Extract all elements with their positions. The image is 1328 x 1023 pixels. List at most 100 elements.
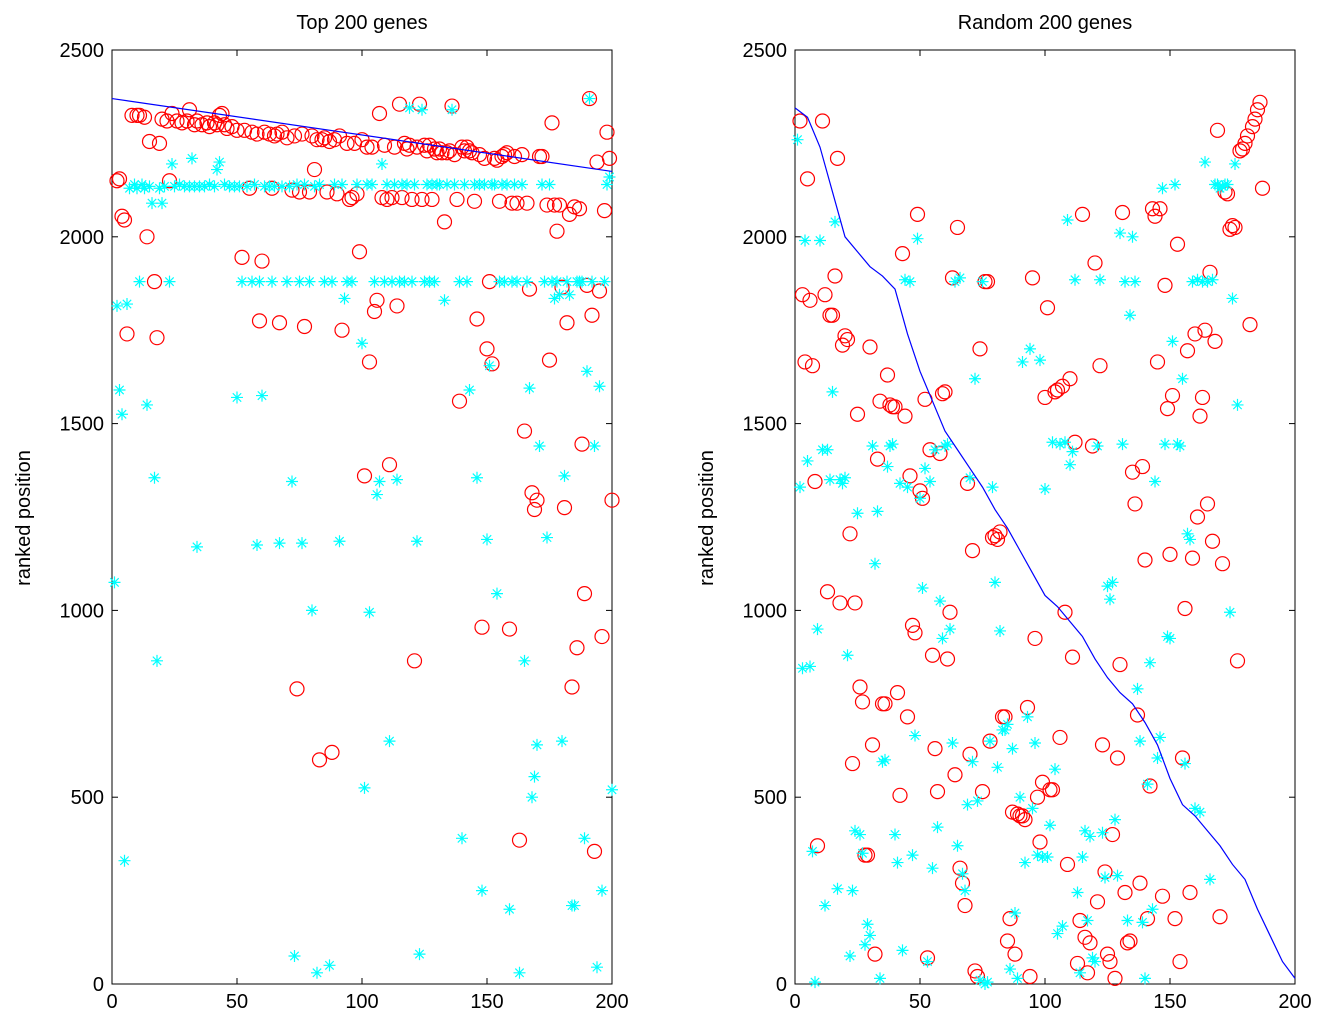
- data-point-asterisk: [1164, 632, 1176, 645]
- data-point-circle: [526, 501, 543, 518]
- data-point-asterisk: [378, 275, 391, 288]
- data-point-circle: [224, 118, 240, 135]
- data-point-circle: [1007, 946, 1023, 962]
- data-point-asterisk: [854, 828, 866, 841]
- data-point-circle: [817, 287, 833, 303]
- data-point-circle: [136, 109, 153, 125]
- data-point-circle: [894, 246, 911, 262]
- data-point-asterisk: [1096, 826, 1109, 839]
- data-point-circle: [1047, 384, 1063, 400]
- data-point-circle: [1027, 630, 1043, 647]
- data-point-asterisk: [1109, 813, 1121, 826]
- data-point-asterisk: [513, 966, 526, 979]
- data-point-circle: [386, 139, 403, 155]
- data-point-circle: [146, 274, 163, 290]
- data-point-asterisk: [866, 440, 879, 453]
- data-point-asterisk: [1221, 178, 1234, 191]
- data-point-asterisk: [471, 471, 483, 484]
- data-point-asterisk: [1066, 445, 1079, 458]
- data-point-asterisk: [961, 798, 974, 811]
- data-point-asterisk: [814, 234, 826, 247]
- data-point-circle: [109, 173, 125, 189]
- data-point-circle: [947, 767, 963, 783]
- data-point-circle: [992, 524, 1008, 540]
- data-point-circle: [486, 150, 503, 166]
- data-point-circle: [159, 113, 175, 129]
- data-point-circle: [1037, 389, 1053, 406]
- data-point-asterisk: [926, 862, 939, 875]
- data-point-asterisk: [296, 537, 308, 550]
- data-point-circle: [114, 208, 130, 224]
- data-point-asterisk: [138, 182, 151, 195]
- data-point-circle: [201, 118, 218, 135]
- data-point-circle: [904, 617, 921, 633]
- data-point-asterisk: [461, 275, 473, 288]
- x-tick-label: 200: [595, 991, 628, 1013]
- data-point-circle: [1199, 496, 1216, 512]
- data-point-asterisk: [521, 275, 533, 288]
- data-point-circle: [1204, 533, 1221, 549]
- data-point-asterisk: [371, 488, 383, 501]
- data-point-circle: [436, 214, 453, 230]
- data-point-circle: [819, 584, 836, 600]
- data-point-circle: [1002, 911, 1018, 927]
- data-point-asterisk: [593, 380, 606, 393]
- x-tick-label: 50: [226, 991, 248, 1013]
- data-point-asterisk: [914, 492, 926, 505]
- data-point-circle: [401, 137, 418, 153]
- data-point-asterisk: [286, 475, 298, 488]
- data-point-circle: [829, 150, 846, 166]
- data-point-circle: [1167, 911, 1183, 927]
- data-point-circle: [1147, 208, 1163, 224]
- data-point-asterisk: [448, 178, 461, 191]
- data-point-circle: [596, 203, 613, 219]
- data-point-asterisk: [488, 178, 501, 191]
- data-point-circle: [1229, 653, 1246, 669]
- plot-area: [111, 49, 613, 985]
- data-point-circle: [251, 313, 268, 329]
- data-point-circle: [286, 128, 303, 144]
- data-point-asterisk: [1016, 355, 1029, 368]
- data-point-asterisk: [111, 299, 123, 312]
- data-point-circle: [509, 195, 525, 211]
- data-point-circle: [1164, 387, 1181, 404]
- data-point-circle: [1087, 255, 1103, 271]
- data-point-circle: [339, 135, 355, 151]
- data-point-asterisk: [1084, 830, 1096, 843]
- data-point-circle: [289, 681, 305, 697]
- data-point-circle: [989, 531, 1006, 548]
- data-point-asterisk: [218, 178, 231, 191]
- data-point-asterisk: [1106, 576, 1119, 589]
- data-point-circle: [1227, 219, 1243, 236]
- data-point-asterisk: [1141, 778, 1154, 791]
- data-point-circle: [1077, 929, 1093, 945]
- data-point-circle: [141, 133, 158, 150]
- data-point-circle: [1014, 808, 1031, 824]
- data-point-circle: [1209, 122, 1226, 138]
- data-point-asterisk: [1049, 763, 1061, 776]
- data-point-asterisk: [1191, 273, 1204, 286]
- data-point-asterisk: [1229, 157, 1241, 170]
- data-point-circle: [862, 339, 878, 355]
- data-point-circle: [449, 191, 465, 208]
- data-point-asterisk: [368, 275, 381, 288]
- data-point-circle: [1082, 935, 1098, 951]
- data-point-circle: [1247, 111, 1263, 127]
- data-point-asterisk: [1011, 972, 1024, 985]
- data-point-asterisk: [821, 443, 834, 456]
- data-point-circle: [599, 124, 615, 140]
- data-point-asterisk: [1051, 927, 1064, 940]
- data-point-asterisk: [383, 735, 396, 748]
- data-point-circle: [1142, 778, 1158, 794]
- x-tick-label: 0: [106, 991, 117, 1013]
- data-point-circle: [1189, 509, 1206, 525]
- data-point-circle: [149, 330, 165, 346]
- data-point-circle: [1017, 812, 1033, 828]
- data-point-asterisk: [799, 234, 811, 247]
- data-point-asterisk: [121, 298, 133, 311]
- data-point-asterisk: [556, 735, 568, 748]
- data-point-asterisk: [1154, 731, 1166, 744]
- data-point-circle: [514, 147, 530, 163]
- data-point-asterisk: [901, 481, 914, 494]
- data-point-circle: [249, 126, 265, 142]
